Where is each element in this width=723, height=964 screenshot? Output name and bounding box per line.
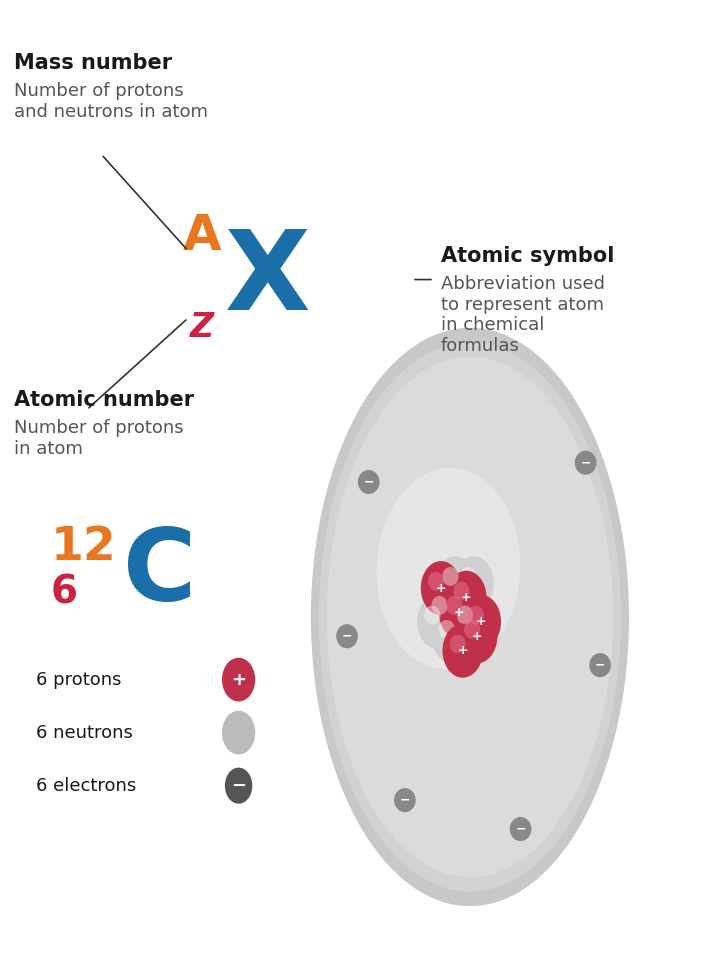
Ellipse shape (336, 625, 358, 649)
Text: Atomic number: Atomic number (14, 390, 194, 411)
Text: X: X (225, 227, 310, 333)
Text: Number of protons
and neutrons in atom: Number of protons and neutrons in atom (14, 82, 208, 120)
Ellipse shape (358, 469, 380, 494)
Ellipse shape (461, 567, 476, 586)
Text: −: − (342, 629, 352, 643)
Ellipse shape (319, 342, 621, 892)
Ellipse shape (377, 468, 520, 670)
Text: −: − (364, 475, 374, 489)
Ellipse shape (453, 581, 469, 601)
Ellipse shape (442, 624, 483, 678)
Ellipse shape (428, 572, 444, 591)
Ellipse shape (464, 620, 480, 639)
Ellipse shape (446, 596, 462, 615)
Text: +: + (476, 615, 486, 629)
Ellipse shape (424, 585, 465, 639)
Text: 12: 12 (51, 525, 116, 571)
Circle shape (223, 711, 254, 754)
Text: +: + (454, 605, 464, 619)
Ellipse shape (424, 605, 440, 625)
Ellipse shape (575, 450, 596, 474)
Circle shape (226, 768, 252, 803)
Text: Mass number: Mass number (14, 53, 173, 73)
Ellipse shape (394, 789, 416, 812)
Text: 6: 6 (51, 574, 77, 611)
Text: −: − (581, 456, 591, 469)
Ellipse shape (457, 609, 497, 663)
Ellipse shape (442, 567, 458, 586)
Ellipse shape (461, 595, 501, 649)
Ellipse shape (446, 571, 487, 625)
Ellipse shape (311, 328, 629, 906)
Ellipse shape (510, 817, 531, 841)
Text: Abbreviation used
to represent atom
in chemical
formulas: Abbreviation used to represent atom in c… (441, 275, 605, 355)
Text: 6 protons: 6 protons (36, 671, 121, 688)
Text: −: − (515, 822, 526, 836)
Ellipse shape (450, 634, 466, 654)
Ellipse shape (453, 556, 494, 610)
Text: 6 neutrons: 6 neutrons (36, 724, 133, 741)
Text: −: − (231, 777, 246, 794)
Ellipse shape (439, 620, 455, 639)
Text: +: + (458, 644, 468, 657)
Ellipse shape (435, 556, 476, 610)
Ellipse shape (457, 605, 473, 625)
Text: Z: Z (190, 311, 215, 344)
Ellipse shape (589, 654, 611, 677)
Text: +: + (436, 581, 446, 595)
Text: A: A (183, 212, 222, 260)
Text: Atomic symbol: Atomic symbol (441, 246, 615, 266)
Text: −: − (400, 793, 410, 807)
Text: +: + (461, 591, 471, 604)
Text: −: − (595, 658, 605, 672)
Ellipse shape (468, 605, 484, 625)
Text: Number of protons
in atom: Number of protons in atom (14, 419, 184, 458)
Ellipse shape (432, 596, 448, 615)
Circle shape (223, 658, 254, 701)
Ellipse shape (327, 357, 613, 877)
Ellipse shape (421, 561, 461, 615)
Ellipse shape (417, 595, 458, 649)
Ellipse shape (439, 585, 479, 639)
Text: C: C (123, 525, 196, 623)
Text: +: + (472, 629, 482, 643)
Text: +: + (231, 671, 246, 688)
Ellipse shape (450, 595, 490, 649)
Ellipse shape (432, 609, 472, 663)
Text: 6 electrons: 6 electrons (36, 777, 137, 794)
